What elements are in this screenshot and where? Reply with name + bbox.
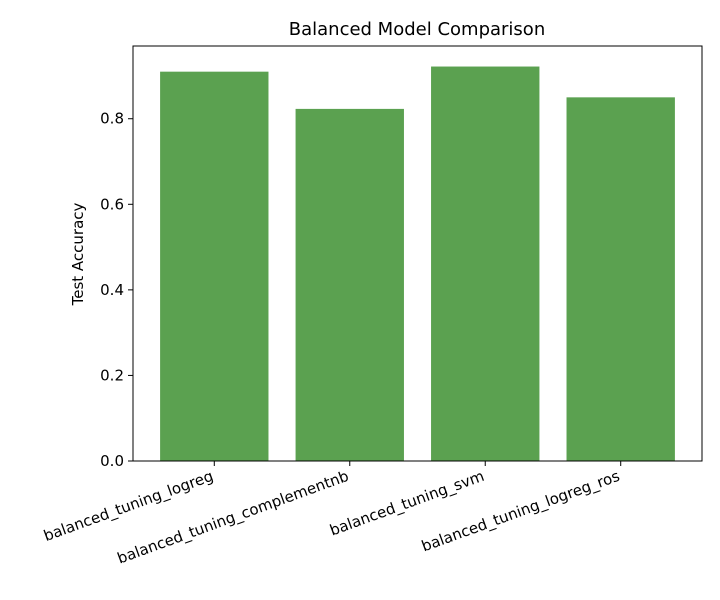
plot-frame [132,45,703,462]
chart-title: Balanced Model Comparison [289,19,545,40]
y-axis-label: Test Accuracy [69,202,87,306]
y-tick-label: 0.6 [100,195,124,213]
bar-balanced-tuning-logreg-ros [566,97,675,461]
y-tick-label: 0.2 [100,366,124,384]
bar-balanced-tuning-complementnb [295,108,404,461]
x-axis-ticks: balanced_tuning_logregbalanced_tuning_co… [41,461,623,569]
y-axis-ticks: 0.0 0.2 0.4 0.6 0.8 [100,110,133,470]
y-tick-label: 0.0 [100,452,124,470]
bar-balanced-tuning-logreg [160,71,269,461]
bar-balanced-tuning-svm [431,66,540,462]
x-tick-label: balanced_tuning_complementnb [115,467,352,569]
bar-group [160,66,675,462]
y-tick-label: 0.4 [100,281,124,299]
y-tick-label: 0.8 [100,110,124,128]
